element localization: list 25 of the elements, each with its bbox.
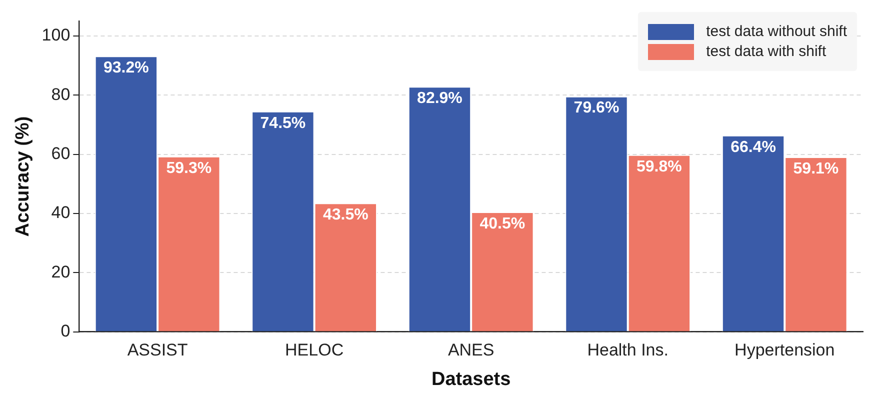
x-tick-label: ANES	[448, 340, 494, 360]
x-tick-label: ASSIST	[127, 340, 188, 360]
legend-label: test data with shift	[706, 43, 826, 60]
data-label: 59.1%	[793, 160, 839, 178]
data-label: 82.9%	[417, 90, 462, 107]
data-label: 59.8%	[636, 158, 682, 176]
y-tick-label: 20	[51, 262, 70, 282]
data-label: 59.3%	[166, 160, 212, 177]
y-axis-title: Accuracy (%)	[12, 116, 34, 237]
data-label: 40.5%	[480, 215, 526, 232]
data-label: 79.6%	[574, 100, 620, 117]
data-label: 93.2%	[104, 60, 149, 77]
x-tick-label: HELOC	[285, 340, 344, 360]
x-axis-title: Datasets	[431, 368, 511, 390]
y-tick-label: 40	[51, 203, 70, 222]
y-tick-label: 60	[51, 144, 70, 163]
data-label: 43.5%	[322, 206, 368, 224]
legend-label: test data without shift	[706, 23, 847, 40]
x-tick-label: Health Ins.	[587, 340, 668, 360]
data-label: 74.5%	[260, 114, 306, 132]
y-tick-label: 0	[60, 321, 70, 340]
x-tick-label: Hypertension	[734, 340, 835, 360]
y-tick-label: 100	[42, 26, 70, 45]
data-label: 66.4%	[730, 138, 776, 156]
y-tick-label: 80	[51, 84, 70, 104]
